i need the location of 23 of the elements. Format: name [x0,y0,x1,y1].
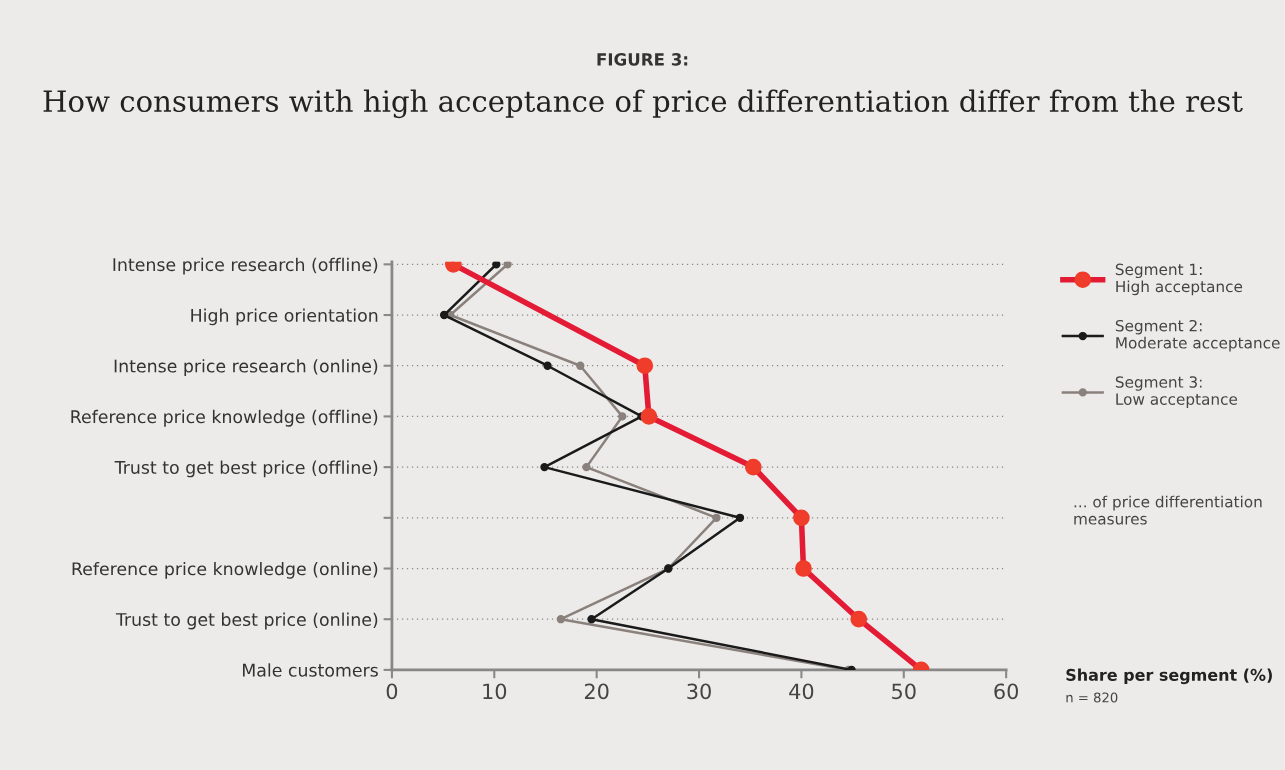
y-tick-label: High price orientation [191,308,378,326]
y-tick-label: Intense price research (online) [114,359,378,376]
y-tick-label: Trust to get best price (online) [115,612,378,630]
legend-label: Segment 1: High acceptance [1115,263,1243,296]
y-tick-label: Reference price knowledge (offline) [71,409,378,427]
legend-label: Segment 2: Moderate acceptance [1115,319,1280,352]
y-tick-label: Intense price research (offline) [113,257,378,275]
chart-title: FIGURE 3: [597,53,688,66]
x-tick-label: 50 [892,683,916,700]
y-tick-label: Male customers [243,663,378,677]
y-tick-label: Reference price knowledge (online) [72,561,378,579]
y-tick-label: Trust to get best price (offline) [114,460,378,478]
x-tick-label: 60 [994,683,1019,700]
x-tick-label: 20 [584,683,609,700]
legend-label: Segment 3: Low acceptance [1115,376,1238,408]
text: ... of price differentiation measures [1074,495,1262,525]
x-tick-label: 10 [483,683,507,700]
text: n = 820 [1066,692,1118,703]
x-axis-title: Share per segment (%) [1066,668,1272,685]
x-tick-label: 40 [789,683,814,700]
chart-subtitle: How consumers with high acceptance of price differentiation differ from the rest [43,89,1243,119]
x-tick-label: 0 [386,683,398,700]
x-tick-label: 30 [687,683,711,700]
